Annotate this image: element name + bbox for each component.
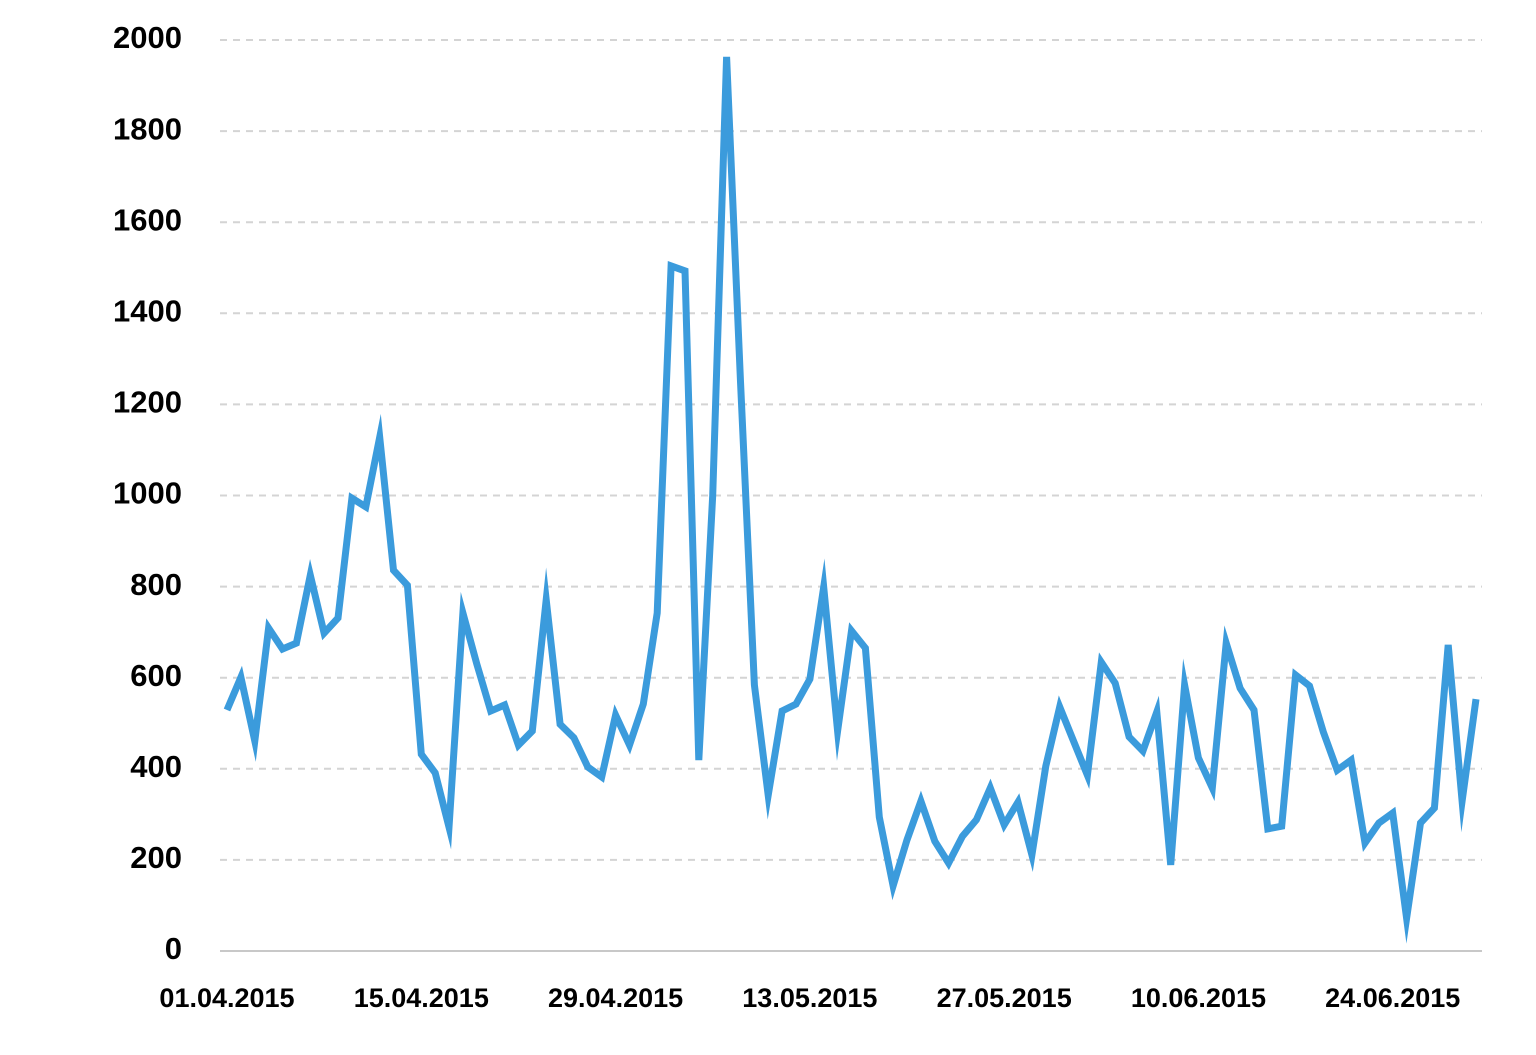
y-tick-label: 1600 <box>113 202 182 237</box>
y-tick-label: 200 <box>130 840 182 875</box>
x-tick-label: 29.04.2015 <box>548 983 683 1013</box>
x-tick-label: 27.05.2015 <box>937 983 1072 1013</box>
y-tick-label: 1000 <box>113 476 182 511</box>
x-tick-label: 01.04.2015 <box>159 983 294 1013</box>
y-tick-label: 0 <box>165 931 182 966</box>
x-tick-label: 10.06.2015 <box>1131 983 1266 1013</box>
x-tick-label: 13.05.2015 <box>742 983 877 1013</box>
x-tick-label: 15.04.2015 <box>354 983 489 1013</box>
y-tick-label: 800 <box>130 567 182 602</box>
y-tick-label: 1800 <box>113 111 182 146</box>
data-line <box>223 56 1480 944</box>
y-tick-label: 1200 <box>113 385 182 420</box>
y-tick-label: 400 <box>130 749 182 784</box>
y-tick-label: 600 <box>130 658 182 693</box>
x-tick-label: 24.06.2015 <box>1325 983 1460 1013</box>
y-tick-label: 2000 <box>113 20 182 55</box>
y-tick-label: 1400 <box>113 293 182 328</box>
